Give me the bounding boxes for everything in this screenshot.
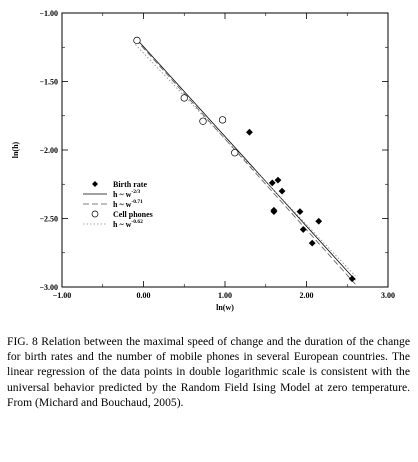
- legend-label: Cell phones: [113, 210, 153, 219]
- birth-rate-point: [308, 239, 316, 247]
- chart-figure: −1.00 0.00 1.00 2.00 3.00 −1.00 −1.50 −2.00 −2.5…: [11, 9, 395, 312]
- x-tick-label: 3.00: [381, 291, 395, 300]
- cell-phone-point: [218, 116, 227, 124]
- birth-rate-point: [348, 275, 356, 283]
- birth-rate-point: [278, 187, 286, 195]
- birth-rate-point: [274, 176, 282, 184]
- legend-circle-icon: [91, 210, 99, 218]
- cell-phone-point: [180, 94, 188, 102]
- legend-label: h ~ w-0.62: [113, 219, 143, 229]
- cell-phone-point: [199, 117, 207, 125]
- birth-rate-point: [268, 179, 276, 187]
- cell-phone-point: [133, 36, 141, 45]
- y-tick-label: −2.50: [39, 215, 58, 224]
- regression-line-dotted: [135, 44, 356, 277]
- x-tick-label: 2.00: [300, 291, 314, 300]
- y-tick-label: −3.00: [39, 283, 58, 292]
- figure-caption: FIG. 8 Relation between the maximal spee…: [7, 335, 410, 409]
- chart-svg: −1.00 0.00 1.00 2.00 3.00 −1.00 −1.50 −2.00 −2.5…: [11, 9, 395, 312]
- x-tick-label: −1.00: [53, 291, 72, 300]
- birth-rate-point: [296, 208, 304, 216]
- x-tick-label: 0.00: [137, 291, 151, 300]
- y-tick-label: −1.00: [39, 9, 58, 18]
- y-tick-label: −1.50: [39, 78, 58, 87]
- regression-line-dashed: [135, 38, 356, 285]
- ticks-layer: −1.00 0.00 1.00 2.00 3.00 −1.00 −1.50 −2.00 −2.5…: [39, 9, 395, 300]
- birth-rate-point: [246, 128, 253, 136]
- y-axis-label: ln(h): [11, 141, 20, 158]
- legend-label: h ~ w-0.71: [113, 199, 143, 209]
- x-axis-label: ln(w): [216, 303, 234, 312]
- plot-frame: [61, 12, 389, 288]
- legend-label: h ~ w-2/3: [113, 189, 141, 199]
- y-tick-label: −2.00: [39, 146, 58, 155]
- birth-rate-point: [299, 226, 307, 233]
- cell-phone-point: [231, 149, 239, 157]
- legend-label: Birth rate: [113, 180, 147, 189]
- lines-layer: [135, 37, 356, 285]
- birth-rate-point: [315, 217, 323, 225]
- points-layer: [133, 36, 356, 283]
- regression-line-solid: [135, 37, 356, 281]
- birth-rate-point: [270, 208, 278, 216]
- x-tick-label: 1.00: [218, 291, 232, 300]
- legend-diamond-icon: [92, 181, 98, 187]
